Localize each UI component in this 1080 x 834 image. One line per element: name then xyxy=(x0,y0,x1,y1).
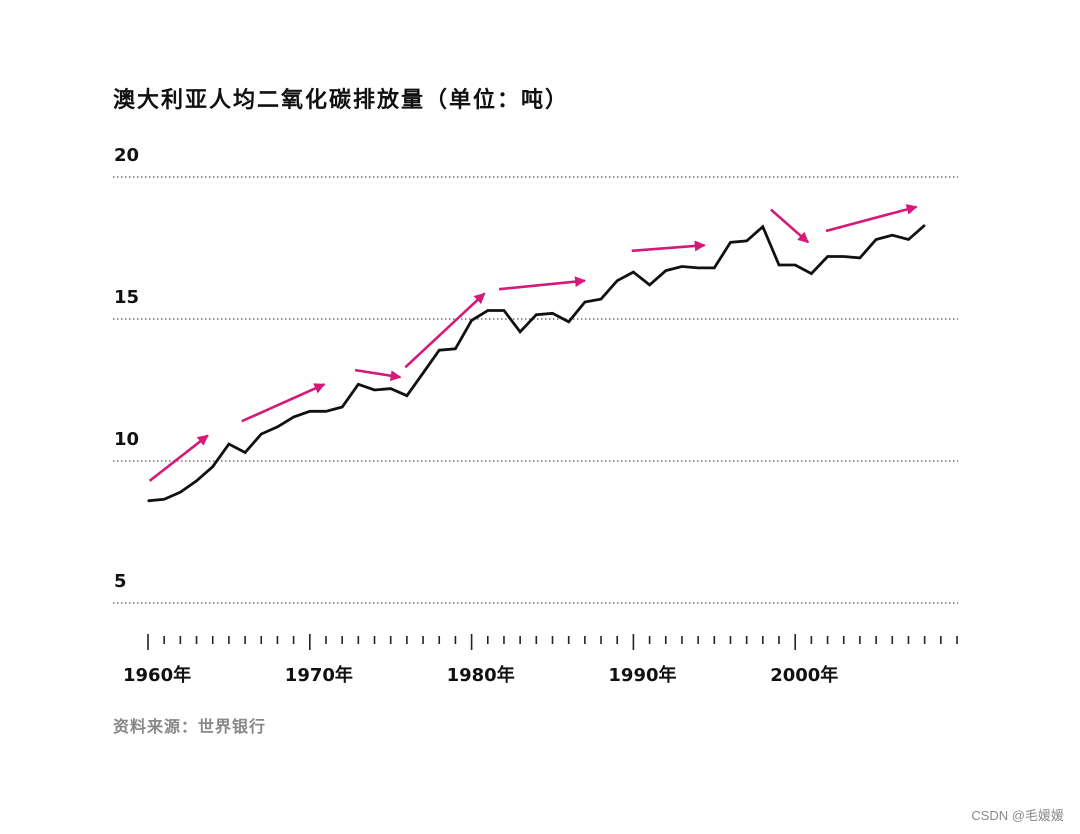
emissions-line xyxy=(147,224,926,503)
data-point-1987 xyxy=(584,301,586,303)
data-point-1965 xyxy=(228,443,230,445)
data-point-1990 xyxy=(632,271,635,273)
trend-arrow-2 xyxy=(241,383,326,423)
data-point-1988 xyxy=(600,298,602,300)
data-point-1995 xyxy=(713,267,716,269)
x-tick-label-1990: 1990年 xyxy=(608,664,676,686)
data-point-1998 xyxy=(762,225,764,228)
data-point-1996 xyxy=(729,241,732,244)
data-point-2005 xyxy=(875,238,877,241)
data-point-2008 xyxy=(923,224,926,227)
trend-arrow-6 xyxy=(631,240,706,253)
data-point-1994 xyxy=(697,267,699,269)
data-point-1964 xyxy=(211,465,214,468)
trend-arrow-8 xyxy=(825,204,918,233)
data-point-1982 xyxy=(503,309,505,312)
data-point-1971 xyxy=(325,410,327,413)
y-tick-label-20: 20 xyxy=(114,145,139,166)
data-point-1992 xyxy=(664,269,667,272)
data-point-1961 xyxy=(163,498,165,501)
x-tick-label-1980: 1980年 xyxy=(447,664,515,686)
watermark: CSDN @毛媛媛 xyxy=(971,808,1064,823)
data-point-1968 xyxy=(276,426,279,428)
x-tick-label-2000: 2000年 xyxy=(770,664,838,686)
data-point-2006 xyxy=(891,234,894,237)
data-point-1974 xyxy=(373,389,376,391)
data-point-1993 xyxy=(681,265,683,268)
data-point-2004 xyxy=(859,257,861,259)
data-point-1980 xyxy=(470,319,473,322)
data-point-1989 xyxy=(616,279,619,282)
x-tick-label-1970: 1970年 xyxy=(285,664,353,686)
data-point-1979 xyxy=(454,348,457,350)
data-point-1977 xyxy=(422,372,424,374)
data-point-1963 xyxy=(195,480,198,482)
data-point-1960 xyxy=(147,499,149,502)
data-point-1983 xyxy=(519,330,521,333)
y-tick-label-10: 10 xyxy=(114,429,139,450)
trend-arrow-5 xyxy=(498,276,586,291)
data-point-1966 xyxy=(244,451,246,454)
data-point-1978 xyxy=(438,349,441,352)
data-point-1972 xyxy=(341,406,343,408)
data-point-1973 xyxy=(357,383,360,386)
data-point-2000 xyxy=(794,264,796,266)
data-point-2002 xyxy=(826,255,829,258)
data-point-1997 xyxy=(745,240,748,242)
data-point-2001 xyxy=(810,272,813,275)
trend-arrow-1 xyxy=(148,434,209,482)
trend-arrow-7 xyxy=(770,208,810,244)
chart-title: 澳大利亚人均二氧化碳排放量（单位：吨） xyxy=(113,88,570,113)
data-point-1986 xyxy=(567,321,570,323)
y-tick-label-5: 5 xyxy=(114,571,127,592)
data-point-1999 xyxy=(778,264,780,266)
data-point-1975 xyxy=(389,387,392,390)
data-point-2003 xyxy=(842,255,845,258)
source-note: 资料来源：世界银行 xyxy=(113,717,267,736)
data-point-1981 xyxy=(486,309,489,312)
x-tick-label-1960: 1960年 xyxy=(123,664,191,686)
trend-arrow-4 xyxy=(404,292,486,369)
data-point-1962 xyxy=(179,491,182,494)
data-point-1985 xyxy=(551,312,554,315)
data-point-2007 xyxy=(907,238,910,241)
data-point-1984 xyxy=(535,313,538,316)
data-point-1976 xyxy=(406,394,408,397)
trend-arrow-3 xyxy=(354,368,402,382)
data-point-1969 xyxy=(292,416,295,418)
y-tick-label-15: 15 xyxy=(114,287,139,308)
data-point-1970 xyxy=(309,410,311,413)
data-point-1991 xyxy=(648,284,651,286)
data-point-1967 xyxy=(260,433,263,435)
